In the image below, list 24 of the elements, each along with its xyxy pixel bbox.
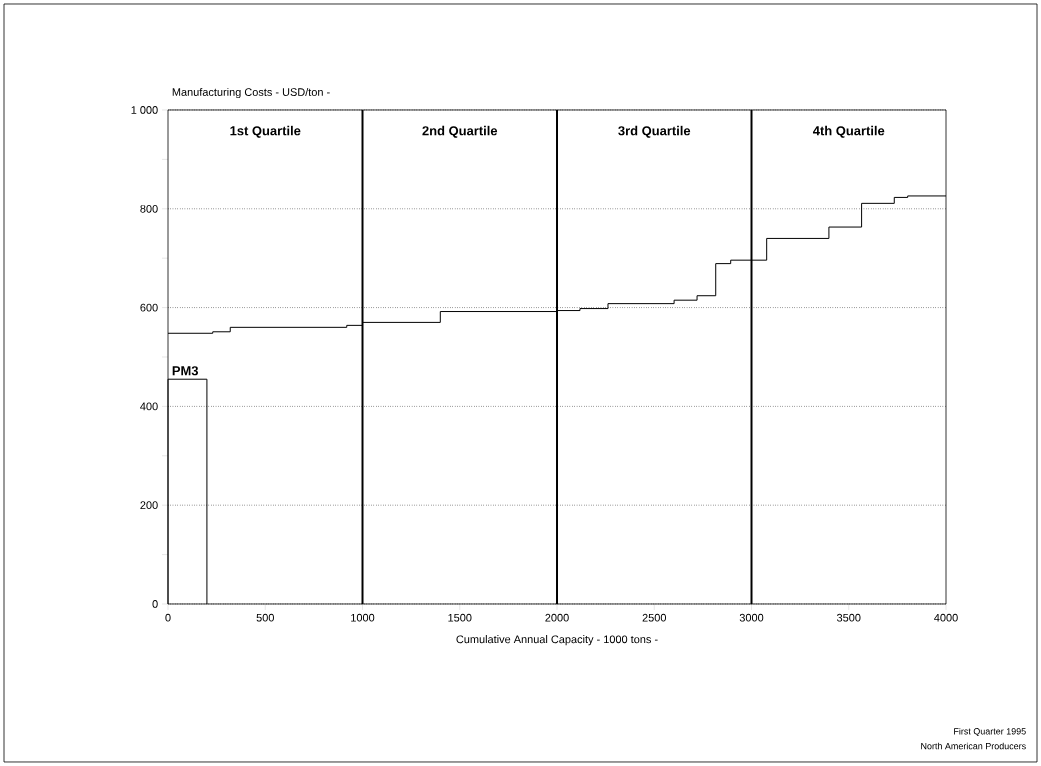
x-tick-label: 500 [256,613,274,622]
text: First Quarter 1995 [954,727,1026,737]
x-tick-label: 2000 [545,613,569,622]
y-tick-label: 200 [140,501,158,510]
y-tick-label: 600 [140,303,158,312]
x-tick-label: 3500 [836,613,861,622]
y-tick-label: 800 [140,204,158,213]
x-tick-label: 0 [165,613,171,622]
x-tick-label: 3000 [739,613,764,622]
annotation: 2nd Quartile [422,125,498,138]
annotation: 3rd Quartile [618,125,691,138]
annotation: 4th Quartile [812,125,885,138]
x-tick-label: 4000 [934,613,958,622]
x-tick-label: 1500 [448,613,472,622]
x-axis-title: Cumulative Annual Capacity - 1000 tons - [456,635,658,646]
annotation: 1st Quartile [230,125,301,138]
series-label: PM3 [172,366,199,376]
text: North American Producers [921,742,1026,750]
x-tick-label: 2500 [642,613,666,622]
y-tick-label: 0 [152,600,158,608]
y-tick-label: 400 [140,402,158,411]
x-tick-label: 1000 [351,613,375,622]
y-axis-title: Manufacturing Costs - USD/ton - [172,87,330,99]
y-tick-label: 1 000 [131,106,158,114]
